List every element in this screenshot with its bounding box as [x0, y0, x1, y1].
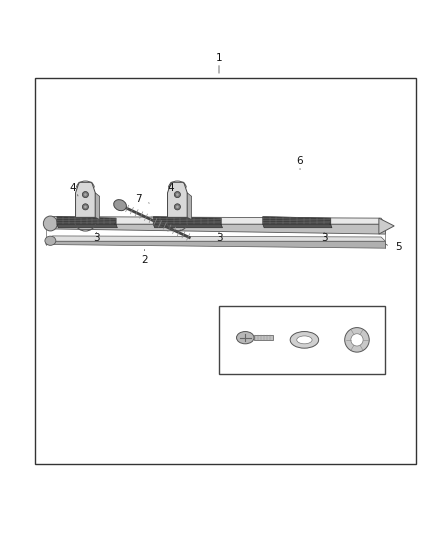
Polygon shape [263, 224, 332, 228]
Ellipse shape [45, 236, 56, 245]
Text: 7: 7 [134, 193, 141, 204]
Text: 4: 4 [69, 183, 76, 192]
Text: 3: 3 [215, 233, 223, 243]
Circle shape [176, 206, 179, 208]
Text: 1: 1 [215, 53, 223, 63]
Text: 6: 6 [297, 156, 304, 166]
Text: 2: 2 [141, 255, 148, 265]
Polygon shape [379, 218, 394, 234]
Text: 5: 5 [395, 242, 402, 252]
Text: 3: 3 [93, 233, 100, 243]
Polygon shape [153, 224, 223, 228]
Polygon shape [57, 224, 117, 228]
Ellipse shape [290, 332, 319, 348]
Circle shape [345, 328, 369, 352]
Polygon shape [57, 216, 116, 224]
Circle shape [84, 206, 87, 208]
Polygon shape [46, 224, 385, 234]
Text: 3: 3 [321, 233, 328, 243]
Circle shape [174, 204, 180, 210]
Polygon shape [153, 216, 221, 224]
Circle shape [174, 191, 180, 198]
Bar [35, 78, 416, 464]
Polygon shape [263, 216, 331, 224]
Text: 4: 4 [167, 183, 174, 192]
Polygon shape [46, 236, 385, 241]
Circle shape [84, 193, 87, 196]
Polygon shape [76, 182, 95, 217]
Circle shape [351, 334, 363, 346]
Circle shape [82, 191, 88, 198]
Ellipse shape [114, 200, 127, 211]
Polygon shape [46, 241, 385, 248]
Circle shape [82, 204, 88, 210]
Circle shape [176, 193, 179, 196]
Polygon shape [187, 193, 192, 220]
Polygon shape [95, 193, 100, 220]
Ellipse shape [43, 216, 57, 231]
Bar [219, 306, 385, 374]
Bar [254, 335, 273, 340]
Polygon shape [167, 182, 187, 217]
Ellipse shape [297, 336, 312, 344]
Polygon shape [46, 216, 385, 224]
Ellipse shape [237, 332, 254, 344]
